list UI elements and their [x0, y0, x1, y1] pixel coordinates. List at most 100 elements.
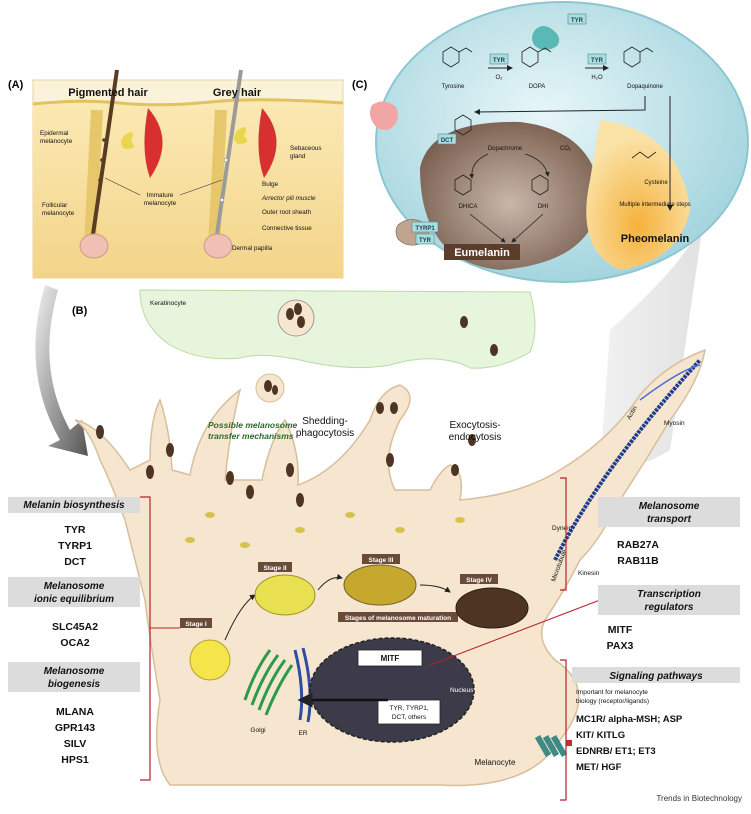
epidermis-line: [32, 98, 344, 107]
right-bracket-bottom: [560, 659, 567, 801]
keratinocyte: [139, 289, 536, 369]
chem-tyrosine: Tyrosine: [442, 46, 473, 90]
golgi-label: Golgi: [250, 727, 265, 734]
stage-4-melanosome: [455, 587, 529, 629]
transfer-label-1: Possible melanosome: [208, 420, 298, 430]
panel-c-letter: (C): [352, 79, 368, 91]
panel-b: (B) Keratinocyte Possible melanosome tra…: [72, 289, 706, 801]
co2-label: CO₂: [560, 146, 572, 152]
transport-title-1: Melanosome: [639, 501, 700, 512]
chem-dhica: DHICA: [454, 174, 477, 210]
dopa-label: DOPA: [529, 84, 546, 90]
gene-mc1r: MC1R/ alpha-MSH; ASP: [576, 714, 683, 725]
maturation-tag: [338, 612, 458, 622]
hair-pigmented: [79, 69, 163, 259]
er-label: ER: [298, 730, 307, 737]
tyr-label-1: TYR: [493, 58, 506, 64]
myosin-label: Myosin: [664, 420, 685, 427]
dynein-label: Dynein: [552, 525, 573, 532]
biogenesis-title-2: biogenesis: [48, 679, 101, 690]
box-biogenesis: Melanosome biogenesis MLANA GPR143 SILV …: [8, 662, 140, 766]
hair-grey: [203, 69, 277, 259]
signaling-subtitle-1: Important for melanocyte: [576, 689, 648, 696]
ionic-title-2: ionic equilibrium: [34, 594, 114, 605]
keratinocyte-label: Keratinocyte: [150, 300, 187, 307]
box-melanosome-transport: Melanosome transport RAB27A RAB11B: [598, 497, 740, 567]
chem-dopaquinone: Dopaquinone: [623, 46, 664, 90]
gene-met: MET/ HGF: [576, 762, 622, 773]
cytoskeleton: [553, 358, 702, 561]
keratinocyte-melanosome: [460, 316, 468, 328]
gene-rab11b: RAB11B: [617, 555, 659, 567]
transcription-title-1: Transcription: [637, 589, 701, 600]
eumelanin-label: Eumelanin: [454, 247, 510, 259]
biosynthesis-title: Melanin biosynthesis: [23, 500, 125, 511]
gene-hps1: HPS1: [61, 754, 89, 766]
dermis: [33, 100, 343, 279]
stage-4-label: Stage IV: [466, 577, 492, 584]
gene-silv: SILV: [64, 738, 87, 750]
gene-mitf: MITF: [608, 624, 633, 636]
transcription-title-2: regulators: [645, 602, 694, 613]
label-papilla: Dermal papilla: [232, 245, 273, 252]
chem-dopa: DOPA: [521, 46, 552, 90]
er: [293, 647, 312, 723]
label-sebaceous-2: gland: [290, 153, 306, 160]
gene-tyrp1: TYRP1: [58, 540, 92, 552]
target-genes-1: TYR, TYRP1,: [389, 705, 428, 712]
label-follicular-1: Follicular: [42, 202, 67, 209]
tyrp1-label: TYRP1: [415, 226, 435, 232]
gene-gpr143: GPR143: [55, 722, 95, 734]
label-immature-2: melanocyte: [144, 200, 177, 207]
gene-kit: KIT/ KITLG: [576, 730, 625, 741]
label-sebaceous-1: Sebaceous: [290, 145, 322, 152]
gene-oca2: OCA2: [60, 637, 89, 649]
box-signaling-pathways: Signaling pathways Important for melanoc…: [572, 667, 740, 773]
arrector-pili-right: [258, 108, 277, 178]
arrector-pili-left: [144, 108, 163, 178]
kinesin-label: Kinesin: [578, 570, 600, 577]
dhi-label: DHI: [538, 204, 549, 210]
intermediate-steps-label: Multiple intermediate steps: [619, 202, 690, 208]
signaling-subtitle-2: biology (receptor/ligands): [576, 698, 649, 705]
h2o-label: H₂O: [591, 75, 603, 81]
gene-tyr: TYR: [65, 524, 86, 536]
small-melanosomes: [185, 512, 465, 548]
box-transcription-regulators: Transcription regulators MITF PAX3: [598, 585, 740, 652]
tyrp1-tyr-complex: TYRP1 TYR: [395, 219, 439, 246]
pigmented-hair-title: Pigmented hair: [68, 87, 148, 99]
stage-2-tag: [258, 562, 292, 572]
eumelanin-badge: [444, 244, 520, 260]
label-immature-1: Immature: [147, 192, 174, 199]
label-bulge: Bulge: [262, 181, 279, 188]
pheomelanin-label: Pheomelanin: [621, 233, 690, 245]
gene-rab27a: RAB27A: [617, 539, 659, 551]
transport-title-2: transport: [647, 514, 692, 525]
transfer-label-2: transfer mechanisms: [208, 431, 294, 441]
ionic-title-1: Melanosome: [44, 581, 105, 592]
right-bracket-top: [560, 477, 567, 591]
shedding-label-2: phagocytosis: [296, 428, 354, 439]
stage-1-tag: [180, 618, 212, 628]
maturation-label: Stages of melanosome maturation: [345, 615, 451, 622]
zoom-cone: [600, 210, 705, 470]
chem-dopachrome: Dopachrome: [454, 114, 523, 152]
tyr-label-3: TYR: [419, 238, 432, 244]
receptor-protein: [370, 101, 398, 130]
left-bracket: [140, 496, 151, 781]
mitf-box-label: MITF: [381, 654, 400, 663]
biogenesis-title-1: Melanosome: [44, 666, 105, 677]
membrane-receptor: [534, 734, 572, 758]
dopaquinone-label: Dopaquinone: [627, 84, 663, 90]
stage-3-label: Stage III: [369, 557, 394, 564]
dendrite-melanosomes: [96, 425, 394, 507]
label-follicular-2: melanocyte: [42, 210, 75, 217]
eumelanin-zone: [420, 121, 600, 270]
melanocyte-label: Melanocyte: [475, 758, 516, 767]
stage-2-melanosome: [254, 574, 316, 616]
stage-1-melanosome: [189, 639, 231, 681]
stage-3-melanosome: [343, 564, 417, 606]
sebaceous-gland-left: [121, 132, 134, 149]
gene-dct: DCT: [64, 556, 86, 568]
